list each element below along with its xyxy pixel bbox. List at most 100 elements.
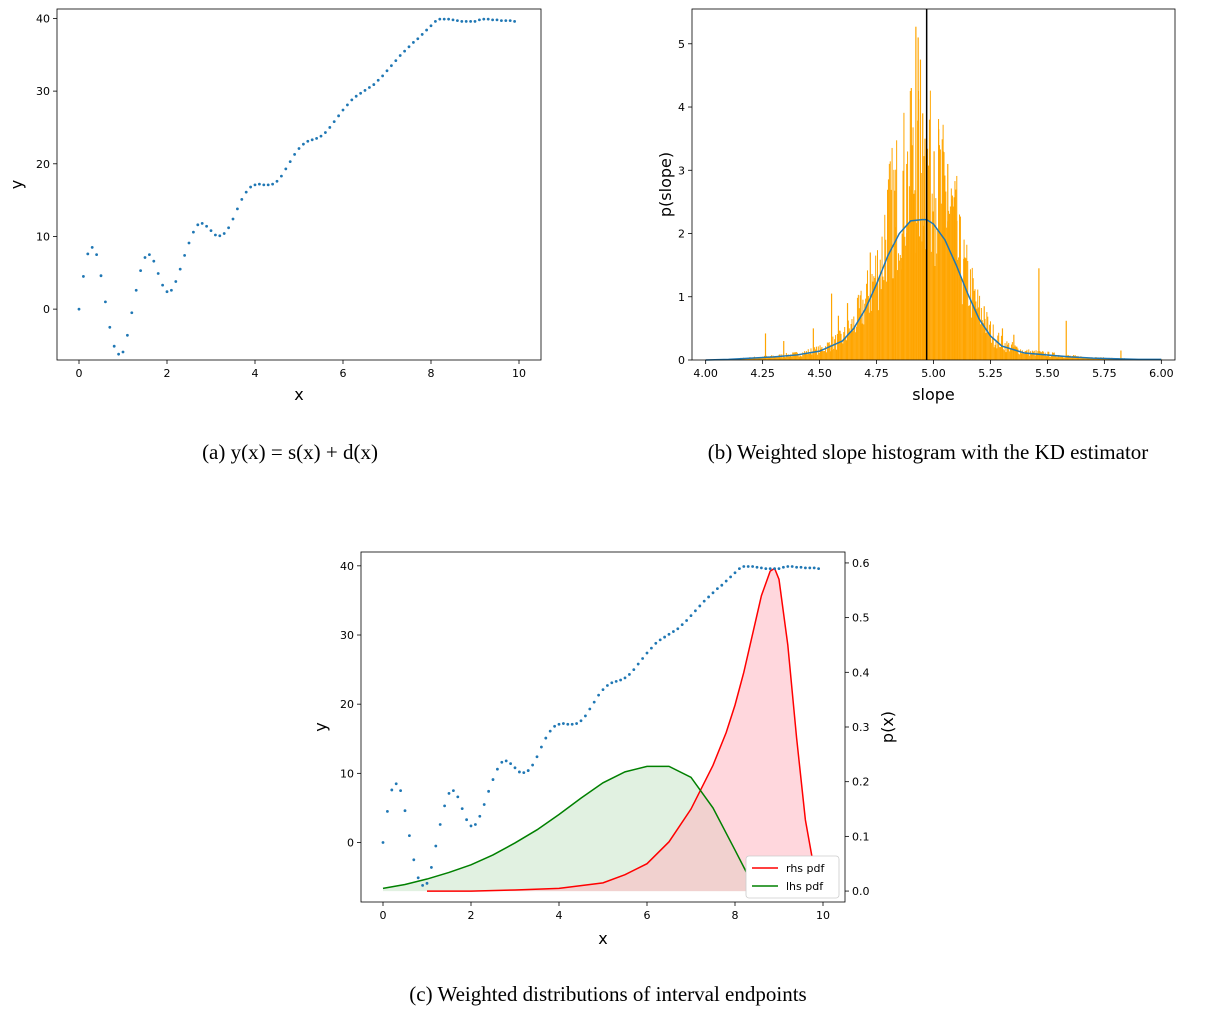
histogram-bar [958, 257, 960, 360]
data-point [350, 98, 354, 102]
histogram-bar [995, 339, 997, 360]
histogram-bar [840, 333, 842, 360]
data-point [443, 804, 446, 808]
data-point [359, 91, 362, 95]
histogram-bar [1099, 358, 1101, 360]
histogram-bar [885, 239, 887, 360]
caption-b: (b) Weighted slope histogram with the KD… [708, 440, 1149, 464]
data-point [473, 19, 477, 23]
data-point [478, 18, 481, 22]
legend-label: lhs pdf [786, 880, 824, 893]
histogram-bar [775, 356, 777, 360]
chart-c: 0 2 4 6 8 10 0 10 20 30 40 0.0 0.1 0.2 0.3 0.4 0.5 0.6 x y p… [311, 551, 897, 948]
pdf-line [382, 765, 749, 890]
histogram-bar [1024, 351, 1026, 360]
histogram-bar [1045, 355, 1047, 360]
data-point [500, 19, 503, 23]
data-point [478, 814, 482, 818]
histogram-bar [747, 358, 749, 360]
histogram-bar [826, 342, 828, 360]
histogram-bar [786, 356, 788, 360]
data-point [535, 755, 539, 759]
histogram-bar [1039, 351, 1041, 360]
histogram-bar [1051, 352, 1053, 360]
histogram-bar [862, 299, 864, 360]
data-point [315, 136, 318, 140]
histogram-bar [801, 356, 803, 360]
histogram-bar [1076, 356, 1078, 360]
histogram-spike [1120, 350, 1122, 360]
histogram-bar [871, 273, 873, 360]
histogram-bar [909, 91, 911, 361]
y-right-tick-label: 0.3 [852, 721, 870, 734]
histogram-bar [903, 112, 905, 360]
histogram-spike [894, 227, 896, 360]
data-point [200, 221, 204, 225]
histogram-bar [763, 357, 765, 360]
histogram-bar [1000, 335, 1002, 360]
data-point [676, 627, 680, 631]
histogram-bar [928, 165, 930, 360]
histogram-spike [906, 163, 908, 360]
data-point [183, 253, 187, 257]
y-tick-label: 0 [43, 303, 50, 316]
data-point [121, 350, 125, 354]
histogram-bar [1010, 344, 1012, 360]
data-point [628, 673, 631, 676]
x-tick-label: 8 [732, 909, 739, 922]
histogram-bar [981, 320, 983, 360]
histogram-bar [1083, 357, 1085, 360]
data-point [288, 160, 292, 164]
data-point [557, 722, 561, 726]
histogram-spike [764, 333, 767, 360]
data-point [702, 599, 706, 603]
histogram-bar [880, 289, 882, 360]
histogram-bar [827, 342, 829, 360]
histogram-bar [755, 358, 757, 360]
data-point [249, 185, 253, 189]
data-point [416, 876, 420, 880]
histogram-bar [920, 172, 922, 360]
data-point [672, 630, 675, 633]
histogram-bar [851, 319, 853, 360]
histogram-bar [883, 280, 885, 360]
histogram-bar [792, 352, 794, 360]
histogram-bar [882, 276, 884, 360]
data-point [746, 565, 750, 568]
histogram-bar [794, 352, 796, 360]
histogram-bar [841, 340, 843, 360]
histogram-spike [837, 315, 840, 360]
x-tick-label: 5.25 [978, 367, 1003, 380]
histogram-bar [923, 156, 925, 360]
data-point [385, 69, 389, 73]
histogram-bar [798, 356, 800, 360]
histogram-bar [964, 257, 966, 360]
histogram-bar [990, 321, 992, 360]
histogram-bar [1064, 357, 1066, 360]
histogram-bar [852, 330, 854, 360]
histogram-bar [800, 356, 802, 360]
y-right-tick-label: 0.4 [852, 666, 870, 679]
y-axis-label: y [311, 722, 330, 731]
histogram-bar [974, 289, 976, 360]
histogram-bar [929, 90, 931, 360]
data-point [104, 300, 107, 304]
histogram-bar [815, 346, 817, 360]
data-point [808, 566, 812, 570]
y-tick-label: 20 [340, 698, 354, 711]
histogram-spike [956, 220, 958, 360]
y-tick-label: 1 [678, 291, 685, 304]
x-tick-label: 4.25 [750, 367, 775, 380]
histogram-bar [832, 336, 834, 360]
histogram-bar [1092, 358, 1094, 360]
histogram-bar [1098, 358, 1100, 360]
histogram-bar [948, 210, 950, 360]
histogram-bar [781, 354, 783, 360]
histogram-bar [821, 346, 823, 360]
histogram-bar [1010, 348, 1012, 360]
y-tick-label: 40 [36, 12, 50, 25]
y-tick-label: 30 [36, 85, 50, 98]
y-tick-label: 0 [678, 354, 685, 367]
data-point [452, 789, 455, 793]
histogram-bar [769, 356, 771, 360]
